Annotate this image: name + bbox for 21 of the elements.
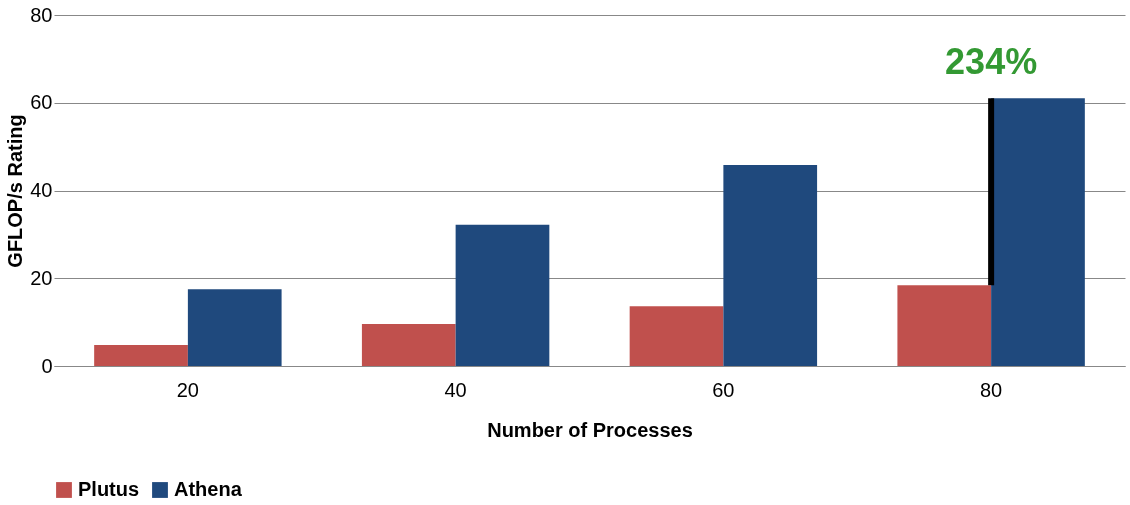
bar (629, 306, 724, 366)
x-tick-label: 20 (176, 378, 199, 401)
bar (455, 224, 550, 366)
y-tick-label: 40 (30, 179, 53, 201)
y-tick-label: 20 (30, 266, 53, 289)
y-axis-title: GFLOP/s Rating (4, 114, 27, 268)
bar (94, 344, 188, 366)
y-tick-label: 80 (30, 3, 53, 26)
legend-label: Plutus (78, 478, 140, 500)
y-tick-label: 60 (30, 91, 53, 114)
x-tick-label: 80 (980, 378, 1003, 401)
bar (187, 289, 282, 366)
bar (897, 285, 992, 366)
annotation: 234% (945, 41, 1038, 83)
bar (361, 323, 456, 366)
legend-label: Athena (174, 478, 243, 500)
bar (723, 165, 818, 366)
y-tick-label: 0 (41, 354, 53, 377)
x-tick-label: 60 (712, 378, 735, 401)
x-tick-label: 40 (444, 378, 467, 401)
x-axis-title: Number of Processes (487, 418, 693, 441)
